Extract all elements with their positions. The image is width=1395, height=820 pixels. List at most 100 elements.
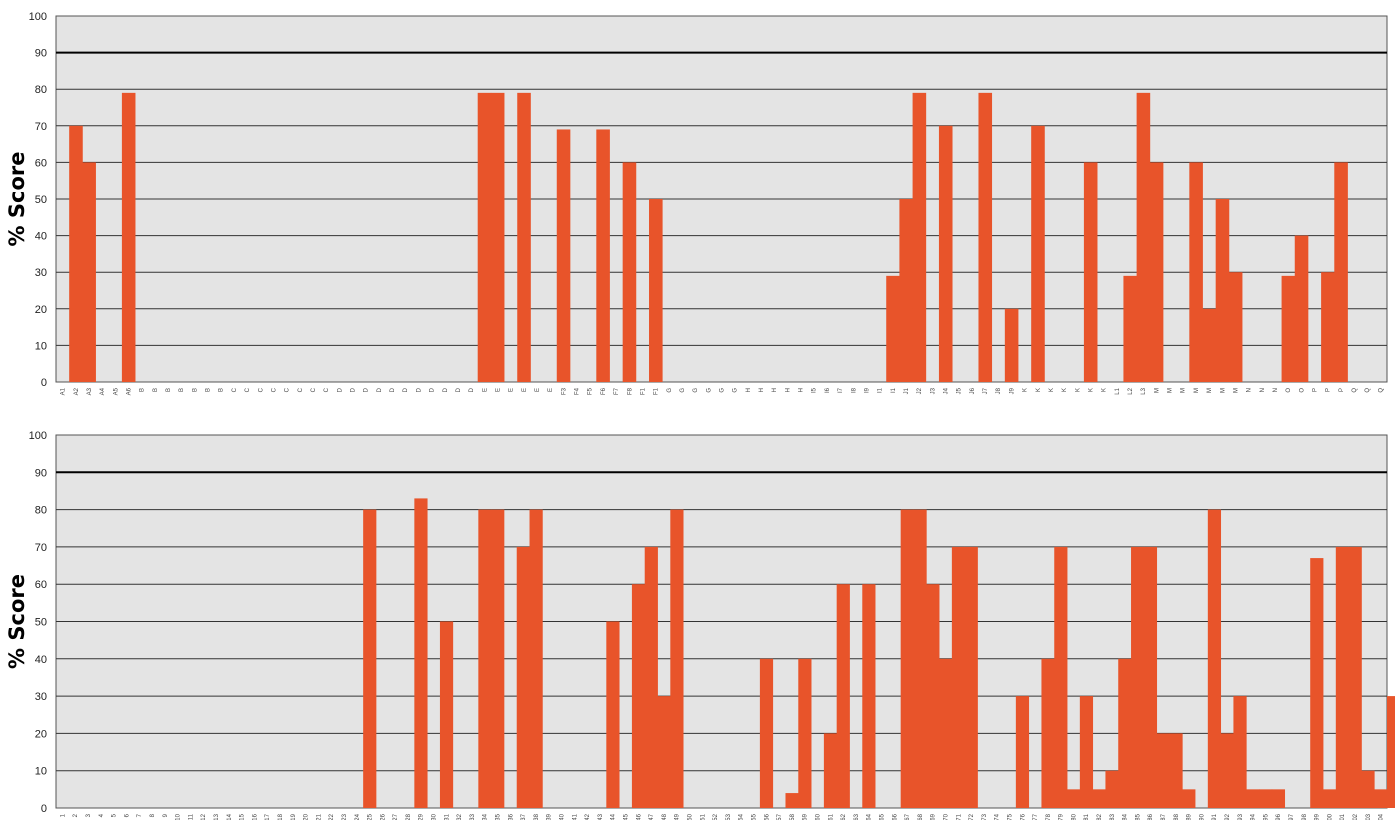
x-tick-label: 61 <box>828 813 834 820</box>
bar <box>836 584 850 808</box>
x-tick-label: C <box>285 387 291 392</box>
x-tick-label: B <box>219 388 225 392</box>
y-tick-label: 40 <box>35 654 47 666</box>
y-axis-label: % Score <box>5 574 29 669</box>
y-tick-label: 60 <box>35 579 47 591</box>
x-tick-label: I1 <box>878 387 884 393</box>
x-tick-label: 56 <box>764 813 770 820</box>
x-tick-label: 79 <box>1059 813 1065 820</box>
bar <box>657 696 671 808</box>
bar <box>1041 658 1055 808</box>
x-tick-label: 2 <box>73 813 79 817</box>
x-tick-label: 41 <box>572 813 578 820</box>
x-tick-label: F3 <box>561 387 567 395</box>
bar <box>1083 162 1098 382</box>
x-tick-label: 6 <box>124 813 130 817</box>
bar <box>759 658 774 808</box>
bar <box>556 129 571 382</box>
x-tick-label: 7 <box>137 813 143 817</box>
x-tick-label: 1 <box>60 813 66 817</box>
x-tick-label: 20 <box>304 813 310 820</box>
x-tick-label: A3 <box>87 387 93 395</box>
bar <box>1361 770 1375 808</box>
bar <box>1271 789 1286 808</box>
x-tick-label: 49 <box>675 813 681 820</box>
y-tick-label: 0 <box>41 803 47 815</box>
x-tick-label: D <box>390 387 396 392</box>
x-tick-label: F1 <box>640 387 646 395</box>
x-tick-label: I5 <box>812 387 818 393</box>
x-tick-label: 70 <box>943 813 949 820</box>
x-tick-label: 65 <box>879 813 885 820</box>
y-tick-label: 30 <box>35 267 47 279</box>
x-tick-label: I7 <box>838 387 844 393</box>
y-tick-label: 20 <box>35 728 47 740</box>
bar <box>964 546 978 808</box>
x-tick-label: G <box>706 388 712 393</box>
x-tick-label: 47 <box>649 813 655 820</box>
bar <box>1202 308 1217 382</box>
bar <box>913 509 927 808</box>
x-tick-label: A2 <box>74 387 80 395</box>
x-tick-label: M <box>1168 388 1174 393</box>
x-tick-label: C <box>271 387 277 392</box>
x-tick-label: J7 <box>983 387 989 394</box>
x-tick-label: 72 <box>969 813 975 820</box>
bar <box>1079 696 1094 808</box>
x-tick-label: E <box>495 388 501 392</box>
x-tick-label: J9 <box>1009 387 1015 394</box>
y-tick-label: 60 <box>35 157 47 169</box>
y-tick-label: 90 <box>35 467 47 479</box>
x-tick-label: J8 <box>996 387 1002 394</box>
x-tick-label: 73 <box>982 813 988 820</box>
y-tick-label: 40 <box>35 231 47 243</box>
x-tick-label: D <box>416 387 422 392</box>
bar <box>1281 275 1296 382</box>
x-tick-label: B <box>140 388 146 392</box>
x-tick-label: 3 <box>86 813 92 817</box>
x-tick-label: 48 <box>662 813 668 820</box>
x-tick-label: M <box>1233 388 1239 393</box>
bar <box>439 621 454 808</box>
bar <box>1294 235 1309 382</box>
x-tick-label: K <box>1062 388 1068 392</box>
x-tick-label: M <box>1154 388 1160 393</box>
y-axis-label: % Score <box>5 152 29 247</box>
x-tick-label: 21 <box>316 813 322 820</box>
x-tick-label: 78 <box>1046 813 1052 820</box>
bar <box>529 509 543 808</box>
bar <box>900 509 914 808</box>
x-tick-label: E <box>548 388 554 392</box>
x-tick-label: P <box>1313 388 1319 392</box>
bar <box>414 498 428 808</box>
x-tick-label: 101 <box>1340 813 1346 820</box>
x-tick-label: 10 <box>176 813 182 820</box>
x-tick-label: 98 <box>1302 813 1308 820</box>
bar <box>1207 509 1222 808</box>
x-tick-label: E <box>509 388 515 392</box>
x-tick-label: 81 <box>1084 813 1090 820</box>
x-tick-label: K <box>1036 388 1042 392</box>
x-tick-label: 19 <box>291 813 297 820</box>
x-tick-label: 96 <box>1276 813 1282 820</box>
x-tick-label: 32 <box>457 813 463 820</box>
bar <box>1246 789 1260 808</box>
x-tick-label: 44 <box>611 813 617 820</box>
x-tick-label: 86 <box>1148 813 1154 820</box>
y-tick-label: 30 <box>35 691 47 703</box>
x-tick-label: K <box>1102 388 1108 392</box>
x-tick-label: 87 <box>1161 813 1167 820</box>
bar <box>1310 558 1324 808</box>
x-tick-label: B <box>206 388 212 392</box>
x-tick-label: F1 <box>654 387 660 395</box>
bar <box>363 509 377 808</box>
x-tick-label: D <box>337 387 343 392</box>
x-tick-label: N <box>1260 388 1266 392</box>
y-tick-label: 70 <box>35 542 47 554</box>
x-tick-label: C <box>298 387 304 392</box>
x-tick-label: M <box>1194 388 1200 393</box>
x-tick-label: 103 <box>1366 813 1372 820</box>
x-tick-label: F8 <box>627 387 633 395</box>
bar <box>516 546 530 808</box>
